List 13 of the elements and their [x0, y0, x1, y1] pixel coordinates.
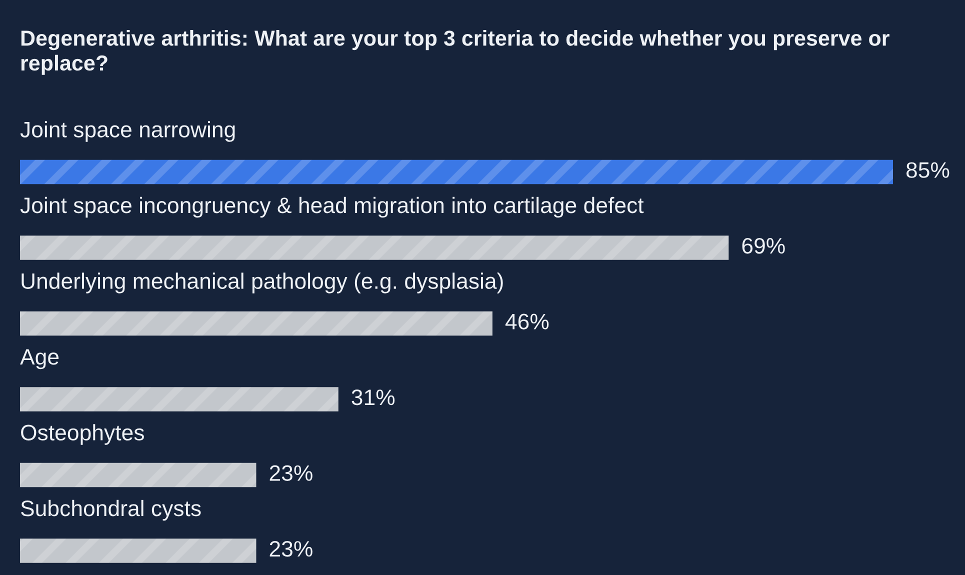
y-tick-label: Subchondral cysts — [21, 500, 201, 521]
data-label: 31% — [352, 389, 395, 406]
chart-title: Degenerative arthritis: What are your top 3 criteria to decide whether you preserve or replace? — [21, 30, 890, 75]
y-tick-label: Age — [20, 349, 59, 370]
data-label: 46% — [505, 314, 549, 330]
data-label: 23% — [270, 540, 312, 557]
y-tick-label: Underlying mechanical pathology (e.g. dysplasia) — [22, 272, 503, 294]
y-tick-label: Osteophytes — [21, 424, 144, 445]
y-tick-label: Joint space incongruency & head migration into cartilage defect — [20, 196, 644, 218]
data-label: 23% — [270, 465, 312, 481]
data-label: 69% — [742, 238, 785, 254]
y-tick-label: Joint space narrowing — [20, 121, 235, 142]
data-label: 85% — [906, 162, 950, 178]
